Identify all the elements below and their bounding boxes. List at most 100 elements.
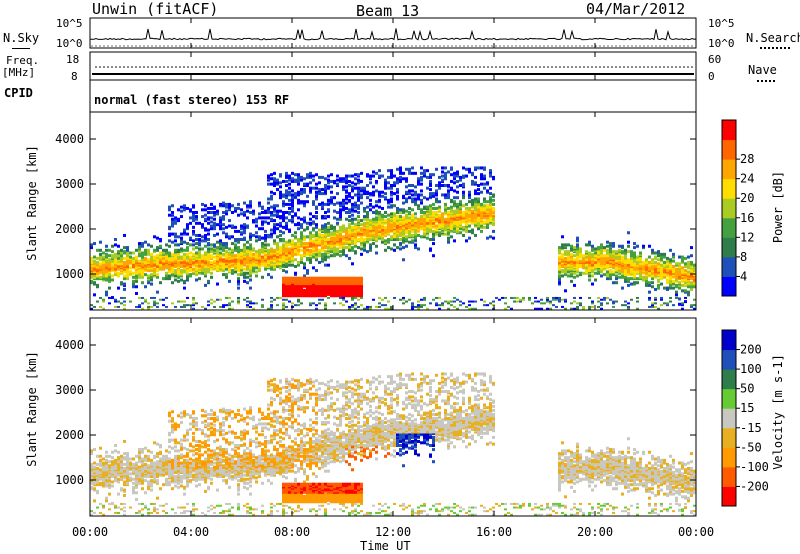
power-cell (297, 280, 300, 284)
power-cell (183, 228, 186, 232)
power-cell (576, 263, 579, 267)
noise-left-tick-bottom: 10^0 (56, 37, 83, 50)
nsearch-point (591, 45, 593, 47)
power-cell (168, 274, 171, 278)
power-cell (273, 248, 276, 252)
freq-point (99, 66, 101, 68)
power-cell (342, 208, 345, 212)
power-cell (402, 201, 405, 205)
freq-point (179, 66, 181, 68)
power-cell (471, 300, 474, 303)
power-cell (171, 221, 174, 225)
power-cell (285, 305, 288, 308)
power-cell (384, 228, 387, 232)
power-cell (102, 277, 105, 281)
power-cell (222, 217, 225, 221)
power-cell (288, 198, 291, 202)
power-cell (402, 236, 405, 240)
freq-point (531, 66, 533, 68)
power-cell (186, 304, 189, 307)
power-cell (327, 229, 330, 233)
power-cell (225, 273, 228, 277)
power-cell (267, 273, 270, 277)
power-cell (192, 229, 195, 233)
freq-point (663, 66, 665, 68)
power-cell (132, 275, 135, 279)
power-cell (324, 276, 327, 280)
power-cell (327, 276, 330, 280)
power-cell (198, 247, 201, 251)
power-cell (351, 236, 354, 240)
power-cell (273, 227, 276, 231)
power-cell (378, 215, 381, 219)
power-cell (210, 206, 213, 210)
power-cell (372, 170, 375, 174)
power-cell (285, 244, 288, 248)
power-cell (474, 166, 477, 170)
power-cell (408, 206, 411, 210)
power-cell (294, 250, 297, 254)
power-cell (270, 232, 273, 236)
power-cell (669, 248, 672, 252)
power-cell (123, 246, 126, 250)
power-cell (573, 275, 576, 279)
power-cell (246, 258, 249, 262)
nsearch-point (443, 45, 445, 47)
power-cell (327, 181, 330, 185)
power-cell (462, 166, 465, 170)
power-cell (288, 300, 291, 303)
power-cell (627, 231, 630, 235)
power-cell (666, 259, 669, 263)
power-cell (237, 206, 240, 210)
power-cell (333, 216, 336, 220)
power-cell (273, 171, 276, 175)
freq-point (95, 66, 97, 68)
power-cell (447, 231, 450, 235)
nsearch-point (659, 45, 661, 47)
freq-point (687, 66, 689, 68)
power-cell (630, 250, 633, 254)
power-cell (114, 243, 117, 247)
power-cell (105, 290, 108, 294)
power-cell (237, 202, 240, 206)
power-cell (573, 254, 576, 258)
power-cell (378, 198, 381, 202)
power-cell (348, 307, 351, 310)
power-cell (354, 250, 357, 254)
power-cell (198, 250, 201, 254)
power-cell (183, 279, 186, 283)
power-cell (270, 296, 273, 299)
power-cell (381, 190, 384, 194)
power-cell (435, 197, 438, 201)
power-cell (549, 300, 552, 303)
power-cell (114, 258, 117, 262)
power-cell (600, 302, 603, 305)
power-cell (651, 266, 654, 270)
nave-label: Nave (748, 63, 777, 77)
noise-right-tick-bottom: 10^0 (708, 37, 735, 50)
nsearch-point (395, 45, 397, 47)
power-cell (282, 283, 285, 287)
freq-point (195, 66, 197, 68)
power-cell (102, 307, 105, 310)
power-cell (303, 242, 306, 246)
power-cell (654, 287, 657, 291)
power-cell (309, 242, 312, 246)
power-cell (270, 247, 273, 251)
power-cell (339, 296, 342, 299)
power-cell (282, 263, 285, 267)
power-cell (453, 204, 456, 208)
power-cell (126, 246, 129, 250)
power-cell (171, 302, 174, 305)
power-cell (261, 255, 264, 259)
power-cell (207, 232, 210, 236)
power-cell (234, 206, 237, 210)
power-cell (342, 246, 345, 250)
power-cell (426, 175, 429, 179)
power-cell (309, 276, 312, 280)
power-cell (324, 202, 327, 206)
power-cell (396, 190, 399, 194)
power-cell (168, 254, 171, 258)
power-cell (333, 248, 336, 252)
freq-point (139, 66, 141, 68)
